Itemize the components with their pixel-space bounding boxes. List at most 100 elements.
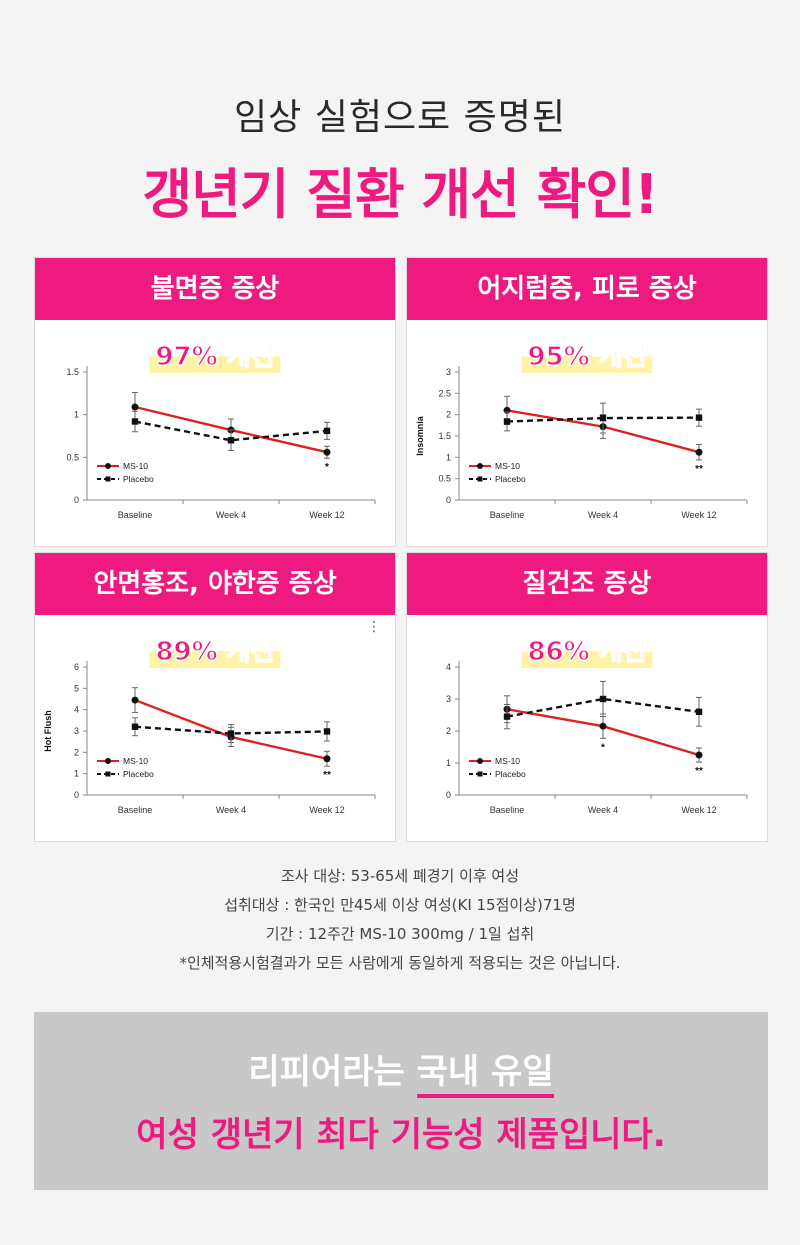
- panel-body: 0 1 2 3 4 Baseline Week 4 Week 12 * ** MS-10 Placeb…: [407, 615, 767, 841]
- y-axis-label: Hot Flush: [43, 710, 53, 752]
- banner-highlight: 국내 유일: [416, 1052, 554, 1098]
- data-point: [695, 414, 703, 421]
- y-tick-label: 0.5: [66, 452, 79, 462]
- y-tick-label: 2: [446, 726, 451, 736]
- chart-panel-dizziness: 어지럼증, 피로 증상 0 0.5 1 1.5 2 2.5 3 Baseline Week 4 W…: [406, 257, 768, 547]
- y-tick-label: 0: [74, 495, 79, 505]
- data-point: [131, 723, 139, 730]
- data-point: [503, 418, 511, 425]
- y-tick-label: 2: [74, 747, 79, 757]
- improvement-badge: 86% 개선: [521, 631, 653, 668]
- x-tick-label: Week 12: [309, 510, 344, 520]
- series-line: [134, 725, 328, 735]
- legend-label: MS-10: [495, 461, 520, 471]
- banner-line-2: 여성 갱년기 최다 기능성 제품입니다.: [136, 1115, 666, 1155]
- x-tick-label: Week 12: [309, 805, 344, 815]
- series-line: [506, 416, 700, 423]
- data-point: [695, 751, 703, 759]
- note-disclaimer: *인체적용시험결과가 모든 사람에게 동일하게 적용되는 것은 아닙니다.: [179, 954, 621, 972]
- y-tick-label: 1.5: [438, 431, 451, 441]
- y-tick-label: 5: [74, 683, 79, 693]
- page-title: 갱년기 질환 개선 확인!: [142, 163, 658, 226]
- y-tick-label: 2: [446, 410, 451, 420]
- more-menu-icon[interactable]: ⋮: [367, 619, 381, 635]
- y-tick-label: 2.5: [438, 388, 451, 398]
- x-tick-label: Baseline: [490, 805, 525, 815]
- panel-heading: 불면증 증상: [35, 258, 395, 320]
- improvement-badge: 89% 개선: [149, 631, 281, 668]
- legend-label: Placebo: [495, 474, 526, 484]
- y-tick-label: 1: [446, 452, 451, 462]
- x-tick-label: Week 4: [588, 805, 618, 815]
- y-tick-label: 6: [74, 662, 79, 672]
- banner-line-1: 리피어라는 국내 유일: [34, 1044, 768, 1098]
- data-point: [323, 427, 331, 435]
- legend-label: MS-10: [123, 756, 148, 766]
- improvement-badge: 95% 개선: [521, 336, 653, 373]
- significance-mark: **: [695, 464, 703, 475]
- y-tick-label: 4: [446, 662, 451, 672]
- data-point: [323, 448, 331, 456]
- note-period: 기간 : 12주간 MS-10 300mg / 1일 섭취: [265, 925, 535, 943]
- x-tick-label: Baseline: [490, 510, 525, 520]
- series-line: [506, 697, 700, 718]
- legend-label: MS-10: [495, 756, 520, 766]
- y-tick-label: 1: [74, 769, 79, 779]
- panel-body: 0 1 2 3 4 5 6 Baseline Week 4 Week 12 Hot Flush ** M…: [35, 615, 395, 841]
- y-axis-label: Insomnia: [415, 415, 425, 456]
- legend-label: Placebo: [123, 769, 154, 779]
- chart-svg: 0 0.5 1 1.5 2 2.5 3 Baseline Week 4 Week 12 Insomn…: [415, 366, 748, 520]
- data-point: [227, 730, 235, 737]
- y-tick-label: 1.5: [66, 367, 79, 377]
- legend-marker: [105, 463, 111, 469]
- data-point: [599, 695, 607, 703]
- legend-marker: [477, 758, 483, 764]
- significance-mark: *: [325, 462, 329, 473]
- x-tick-label: Week 4: [216, 805, 246, 815]
- panel-body: 0 0.5 1 1.5 Baseline Week 4 Week 12 * MS-10 Place…: [35, 320, 395, 546]
- panel-body: 0 0.5 1 1.5 2 2.5 3 Baseline Week 4 Week 12 Insomn…: [407, 320, 767, 546]
- chart-panel-dryness: 질건조 증상 0 1 2 3 4 Baseline Week 4 Week 12 * ** MS-1…: [406, 552, 768, 842]
- x-tick-label: Week 4: [588, 510, 618, 520]
- data-point: [695, 448, 703, 456]
- y-tick-label: 3: [446, 367, 451, 377]
- study-notes: 조사 대상: 53-65세 폐경기 이후 여성 섭취대상 : 한국인 만45세 …: [0, 862, 800, 978]
- panel-heading: 안면홍조, 야한증 증상: [35, 553, 395, 615]
- y-tick-label: 1: [446, 758, 451, 768]
- legend-label: Placebo: [123, 474, 154, 484]
- note-participants: 섭취대상 : 한국인 만45세 이상 여성(KI 15점이상)71명: [224, 896, 576, 914]
- y-tick-label: 3: [74, 726, 79, 736]
- data-point: [599, 414, 607, 422]
- legend-marker: [477, 771, 483, 777]
- legend-marker: [105, 476, 111, 482]
- x-tick-label: Week 4: [216, 510, 246, 520]
- panel-heading: 어지럼증, 피로 증상: [407, 258, 767, 320]
- legend-marker: [105, 771, 111, 777]
- data-point: [323, 755, 331, 763]
- significance-mark: **: [323, 770, 331, 781]
- note-subjects: 조사 대상: 53-65세 폐경기 이후 여성: [280, 867, 520, 885]
- y-tick-label: 4: [74, 705, 79, 715]
- chart-svg: 0 0.5 1 1.5 Baseline Week 4 Week 12 * MS-10 Place…: [66, 366, 376, 520]
- panel-heading: 질건조 증상: [407, 553, 767, 615]
- significance-mark: *: [601, 742, 605, 753]
- x-tick-label: Baseline: [118, 805, 153, 815]
- data-point: [599, 722, 607, 730]
- headline: 임상 실험으로 증명된 갱년기 질환 개선 확인!: [0, 88, 800, 229]
- y-tick-label: 0.5: [438, 474, 451, 484]
- chart-panel-hot-flush: 안면홍조, 야한증 증상 0 1 2 3 4 5 6 Baseline Week 4 Week 1…: [34, 552, 396, 842]
- data-point: [131, 403, 139, 411]
- legend-marker: [477, 463, 483, 469]
- y-tick-label: 0: [446, 790, 451, 800]
- data-point: [131, 418, 139, 425]
- x-tick-label: Week 12: [681, 805, 716, 815]
- promo-banner: 리피어라는 국내 유일 여성 갱년기 최다 기능성 제품입니다.: [34, 1012, 768, 1190]
- data-point: [227, 437, 235, 444]
- page-subtitle: 임상 실험으로 증명된: [234, 97, 566, 138]
- y-tick-label: 3: [446, 694, 451, 704]
- y-tick-label: 1: [74, 410, 79, 420]
- significance-mark: **: [695, 766, 703, 777]
- chart-panel-insomnia: 불면증 증상 0 0.5 1 1.5 Baseline Week 4 Week 12 * MS-…: [34, 257, 396, 547]
- legend-label: MS-10: [123, 461, 148, 471]
